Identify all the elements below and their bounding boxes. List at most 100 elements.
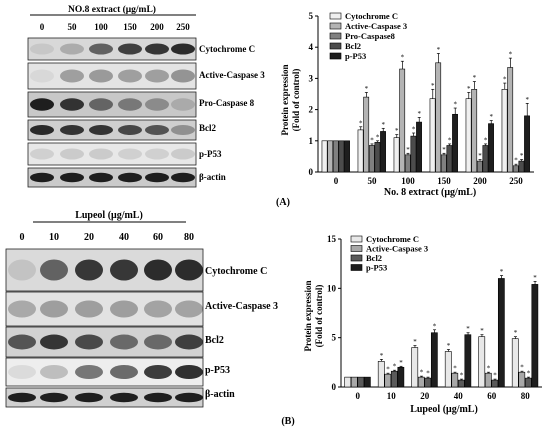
significance-mark: * (442, 146, 446, 154)
significance-mark: * (520, 364, 524, 372)
bar (321, 140, 328, 173)
blot-a-lane-labels: 0 50 100 150 200 250 (40, 22, 191, 32)
blot-band (40, 392, 68, 403)
y-tick-label: 5 (309, 11, 314, 21)
legend-label: Active-Caspase 3 (345, 21, 407, 31)
blot-band (40, 334, 68, 350)
blot-b-lane-labels: 0 10 20 40 60 80 (20, 232, 195, 243)
blot-band (75, 334, 103, 350)
blot-band (60, 69, 84, 83)
blot-a-lane-label: 100 (94, 22, 108, 32)
legend-swatch (329, 32, 342, 40)
blot-band (110, 300, 138, 318)
significance-mark: * (399, 359, 403, 367)
blot-band (171, 125, 195, 135)
bar (390, 370, 398, 388)
significance-mark: * (500, 268, 504, 276)
bar (397, 366, 405, 388)
bar (430, 332, 438, 388)
blot-b-lane-label: 0 (20, 232, 25, 243)
bar (440, 154, 447, 173)
blot-a: NO.8 extract (μg/mL) 0 50 100 150 200 25… (27, 4, 265, 188)
blot-band (118, 98, 142, 111)
blot-band (175, 259, 203, 281)
blot-a-lane-label: 50 (68, 22, 78, 32)
significance-mark: * (376, 133, 380, 141)
legend-label: Bcl2 (366, 253, 382, 263)
bar (368, 145, 375, 173)
significance-mark: * (493, 372, 497, 380)
blot-band (75, 365, 103, 379)
bar (511, 338, 519, 388)
blot-b-lane-label: 80 (184, 232, 194, 243)
blot-strip (27, 62, 197, 90)
significance-mark: * (417, 110, 421, 118)
bar (344, 140, 350, 173)
significance-mark: * (489, 113, 493, 121)
blot-band (8, 392, 36, 403)
y-tick-label: 5 (332, 333, 337, 343)
blot-a-band-label: Cytochrome C (199, 44, 255, 54)
significance-mark: * (478, 152, 482, 160)
x-tick-label: 100 (401, 176, 415, 186)
bar (465, 98, 472, 173)
blot-band (145, 125, 169, 135)
bar (327, 140, 334, 173)
blot-band (144, 300, 172, 318)
bar (399, 68, 406, 173)
blot-band (30, 43, 54, 55)
blot-a-band-label: Bcl2 (199, 123, 216, 133)
legend-swatch (350, 235, 363, 243)
significance-mark: * (484, 136, 488, 144)
significance-mark: * (487, 365, 491, 373)
blot-band (118, 125, 142, 135)
blot-band (89, 148, 113, 160)
legend-label: Cytochrome C (345, 11, 398, 21)
bar (384, 373, 392, 388)
bar (338, 140, 345, 173)
blot-a-lane-label: 200 (150, 22, 164, 32)
y-tick-label: 1 (309, 136, 314, 146)
x-tick-label: 80 (521, 391, 531, 401)
bar (377, 361, 385, 388)
legend-label: Bcl2 (345, 41, 361, 51)
bar (374, 142, 381, 173)
blot-a-band-labels: Cytochrome C Active-Caspase 3 Pro-Caspas… (199, 44, 265, 182)
significance-mark: * (426, 370, 430, 378)
blot-band (171, 98, 195, 111)
legend-swatch (329, 42, 342, 50)
x-tick-label: 40 (454, 391, 464, 401)
bar (350, 376, 358, 388)
significance-mark: * (525, 96, 529, 104)
bar (524, 115, 530, 173)
legend-label: Pro-Caspase8 (345, 31, 395, 41)
significance-mark: * (514, 329, 518, 337)
legend-label: Cytochrome C (366, 234, 419, 244)
bar (393, 137, 400, 173)
x-tick-label: 250 (509, 176, 523, 186)
blot-band (145, 43, 169, 55)
blot-a-title: NO.8 extract (μg/mL) (68, 4, 156, 15)
significance-mark: * (412, 126, 416, 134)
bar (497, 278, 505, 388)
y-tick-label: 3 (309, 73, 314, 83)
blot-strip (27, 142, 197, 166)
x-tick-label: 0 (356, 391, 361, 401)
x-tick-label: 20 (420, 391, 430, 401)
bar (478, 336, 486, 388)
chart-b-ylabel-line-2: (Fold of control) (314, 285, 324, 348)
bar (424, 377, 432, 388)
bar (464, 334, 472, 388)
blot-band (75, 259, 103, 281)
blot-band (30, 69, 54, 83)
bar (410, 135, 417, 173)
y-tick-label: 2 (309, 105, 314, 115)
significance-mark: * (460, 372, 464, 380)
blot-band (144, 365, 172, 379)
blot-band (8, 300, 36, 318)
blot-band (60, 98, 84, 111)
bar (363, 376, 371, 388)
bar (518, 160, 525, 173)
